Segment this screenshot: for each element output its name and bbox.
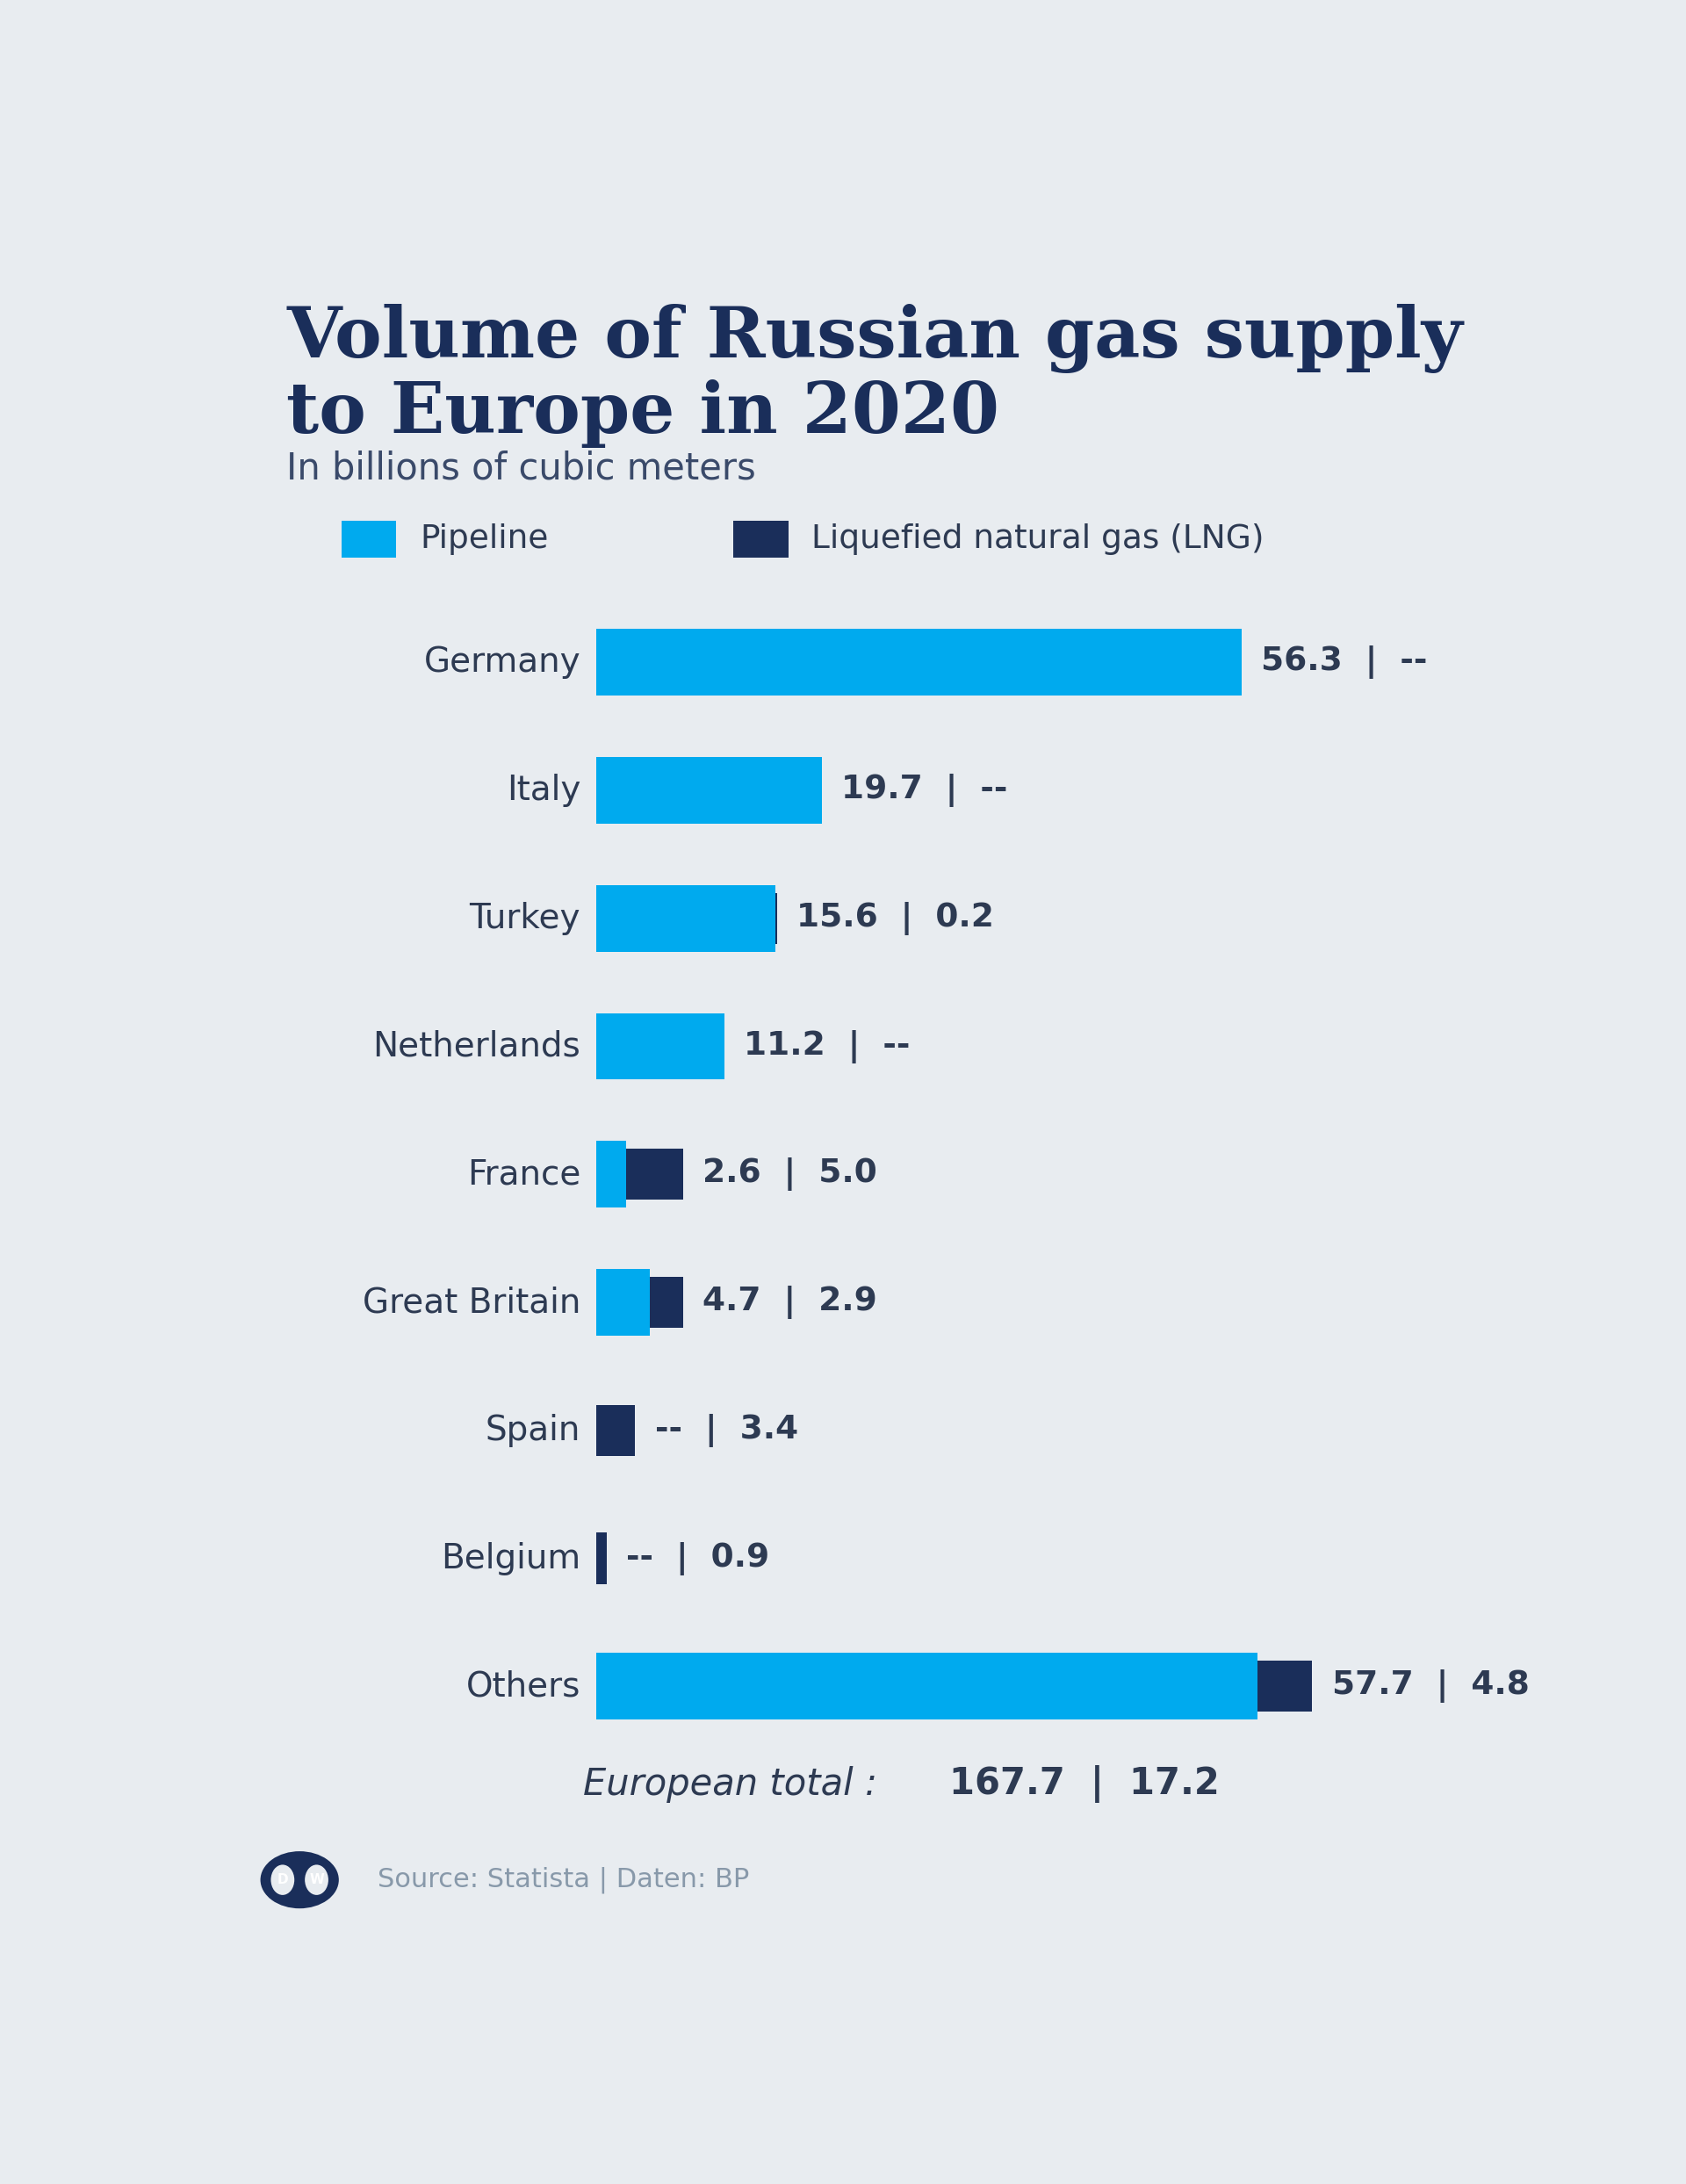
Text: Others: Others [465, 1671, 580, 1704]
Ellipse shape [260, 1852, 339, 1909]
Text: Italy: Italy [506, 773, 580, 808]
Text: 15.6  |  0.2: 15.6 | 0.2 [797, 902, 995, 935]
Bar [341, 522, 396, 559]
Text: --  |  0.9: -- | 0.9 [626, 1542, 769, 1575]
Text: Turkey: Turkey [469, 902, 580, 935]
Text: D: D [277, 1874, 288, 1887]
Text: Source: Statista | Daten: BP: Source: Statista | Daten: BP [378, 1867, 750, 1894]
Bar [733, 522, 789, 559]
Text: 4.7  |  2.9: 4.7 | 2.9 [703, 1286, 877, 1319]
Bar [597, 1013, 725, 1079]
Text: 2.6  |  5.0: 2.6 | 5.0 [703, 1158, 877, 1190]
Bar [597, 1404, 636, 1457]
Text: European total :: European total : [583, 1765, 889, 1802]
Bar [651, 1278, 683, 1328]
Text: 56.3  |  --: 56.3 | -- [1261, 646, 1428, 679]
Circle shape [271, 1865, 295, 1896]
Bar [597, 1140, 626, 1208]
Text: Volume of Russian gas supply: Volume of Russian gas supply [287, 304, 1463, 373]
Bar [597, 1269, 651, 1337]
Bar [597, 758, 823, 823]
Text: In billions of cubic meters: In billions of cubic meters [287, 450, 755, 487]
Text: 167.7  |  17.2: 167.7 | 17.2 [949, 1765, 1219, 1802]
Text: Spain: Spain [486, 1413, 580, 1448]
Bar [1258, 1660, 1312, 1712]
Circle shape [305, 1865, 329, 1896]
Text: --  |  3.4: -- | 3.4 [654, 1413, 797, 1448]
Text: 11.2  |  --: 11.2 | -- [744, 1029, 910, 1064]
Text: Pipeline: Pipeline [420, 524, 548, 555]
Bar [776, 893, 777, 943]
Text: Germany: Germany [423, 646, 580, 679]
Text: Netherlands: Netherlands [373, 1029, 580, 1064]
Bar [597, 1533, 607, 1583]
Text: Great Britain: Great Britain [362, 1286, 580, 1319]
Text: 57.7  |  4.8: 57.7 | 4.8 [1332, 1671, 1529, 1704]
Text: Belgium: Belgium [440, 1542, 580, 1575]
Text: Liquefied natural gas (LNG): Liquefied natural gas (LNG) [813, 524, 1264, 555]
Text: to Europe in 2020: to Europe in 2020 [287, 380, 1000, 448]
Bar [597, 629, 1241, 697]
Bar [626, 1149, 683, 1199]
Text: France: France [467, 1158, 580, 1190]
Text: 19.7  |  --: 19.7 | -- [841, 773, 1008, 808]
Bar [597, 1653, 1258, 1719]
Bar [597, 885, 776, 952]
Text: W: W [309, 1874, 324, 1887]
